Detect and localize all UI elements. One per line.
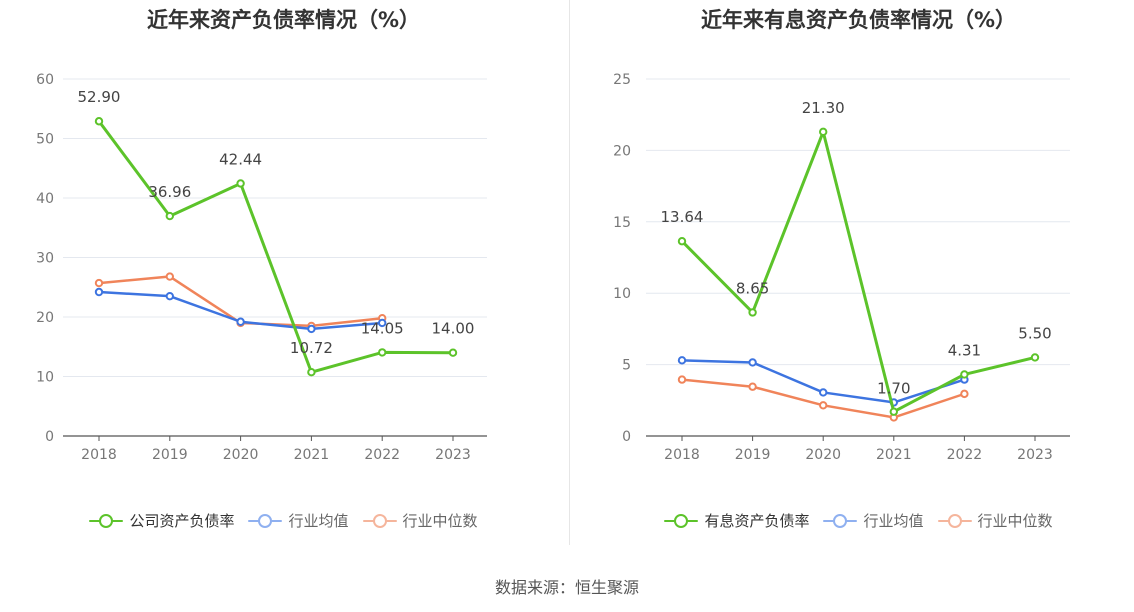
y-tick-label: 20: [36, 310, 54, 326]
legend: 公司资产负债率 行业均值 行业中位数: [0, 510, 567, 531]
data-point: [819, 127, 828, 137]
y-tick-label: 10: [613, 286, 631, 302]
legend-swatch-icon: [89, 513, 124, 529]
legend-swatch-icon: [823, 513, 858, 529]
data-point: [307, 368, 316, 377]
chart-panel-left: 近年来资产负债率情况（%） 0 10 20 30 40 50 60 2018 2019 2020 2…: [0, 0, 567, 545]
data-label: 36.96: [148, 183, 191, 201]
legend-label: 行业中位数: [977, 512, 1053, 530]
y-tick-label: 30: [36, 251, 54, 267]
x-tick-label: 2018: [81, 447, 117, 463]
legend-item-industry-median[interactable]: 行业中位数: [937, 510, 1053, 531]
data-point: [748, 382, 757, 391]
x-tick-label: 2023: [435, 447, 471, 463]
data-point: [677, 375, 687, 384]
legend-label: 有息资产负债率: [704, 512, 810, 530]
y-tick-label: 20: [613, 143, 631, 159]
data-point: [307, 324, 316, 334]
data-label: 21.30: [802, 99, 845, 117]
y-tick-label: 50: [36, 132, 54, 148]
chart-plot: 0 10 20 30 40 50 60 2018 2019 2020 2021 2022 2023 52.…: [36, 72, 487, 463]
legend-label: 行业中位数: [402, 512, 478, 530]
chart-panel-right: 近年来有息资产负债率情况（%） 0 5 10 15 20 25 2018 2019 2020 20…: [583, 0, 1134, 545]
data-source-note: 数据来源：恒生聚源: [494, 578, 639, 597]
data-label: 10.72: [290, 339, 333, 357]
y-tick-label: 60: [36, 72, 54, 88]
chart-title: 近年来有息资产负债率情况（%）: [700, 8, 1017, 32]
data-point: [165, 272, 175, 281]
legend: 有息资产负债率 行业均值 行业中位数: [583, 510, 1134, 531]
y-tick-label: 15: [613, 215, 631, 231]
data-point: [236, 179, 245, 188]
data-point: [378, 348, 387, 357]
legend-item-industry-median[interactable]: 行业中位数: [362, 510, 478, 531]
chart-plot: 0 5 10 15 20 25 2018 2019 2020 2021 2022 2023 13.64 8…: [613, 72, 1070, 463]
data-point: [165, 211, 175, 221]
data-label: 4.31: [948, 341, 981, 359]
data-label: 1.70: [877, 380, 910, 398]
x-tick-label: 2020: [223, 447, 259, 463]
data-point: [448, 348, 458, 357]
y-tick-label: 25: [613, 72, 631, 88]
x-tick-label: 2022: [947, 447, 983, 463]
data-point: [819, 388, 828, 397]
data-point: [960, 370, 969, 379]
data-point: [94, 278, 104, 288]
x-tick-label: 2022: [364, 447, 400, 463]
legend-swatch-icon: [362, 513, 397, 529]
data-point: [1030, 353, 1040, 362]
x-tick-label: 2019: [735, 447, 771, 463]
data-point: [819, 401, 828, 410]
y-tick-label: 0: [622, 429, 631, 445]
x-tick-label: 2019: [152, 447, 188, 463]
legend-item-industry-mean[interactable]: 行业均值: [823, 510, 924, 531]
x-tick-label: 2018: [664, 447, 700, 463]
legend-item-industry-mean[interactable]: 行业均值: [248, 510, 349, 531]
x-tick-label: 2021: [294, 447, 330, 463]
data-point: [94, 287, 104, 297]
legend-label: 行业均值: [863, 512, 924, 530]
data-point: [748, 308, 757, 317]
data-label: 13.64: [661, 208, 704, 226]
legend-label: 公司资产负债率: [129, 512, 235, 530]
data-label: 52.90: [78, 88, 121, 106]
y-tick-label: 0: [45, 429, 54, 445]
data-point: [748, 358, 757, 367]
data-label: 5.50: [1018, 324, 1051, 342]
x-tick-label: 2023: [1017, 447, 1053, 463]
data-point: [165, 291, 175, 301]
chart-title: 近年来资产负债率情况（%）: [146, 8, 421, 32]
data-label: 42.44: [219, 150, 262, 168]
legend-item-company[interactable]: 公司资产负债率: [89, 510, 234, 531]
legend-item-company[interactable]: 有息资产负债率: [664, 510, 809, 531]
x-tick-label: 2020: [805, 447, 841, 463]
data-point: [236, 317, 245, 326]
panel-divider: [569, 0, 570, 545]
y-tick-label: 10: [36, 370, 54, 386]
data-label: 14.05: [361, 319, 404, 337]
legend-swatch-icon: [248, 513, 283, 529]
legend-swatch-icon: [937, 513, 972, 529]
legend-swatch-icon: [664, 513, 699, 529]
data-point: [677, 356, 687, 365]
data-point: [94, 117, 104, 126]
series-line-2: [681, 378, 965, 419]
x-tick-label: 2021: [876, 447, 912, 463]
data-label: 8.65: [736, 279, 769, 297]
data-point: [960, 389, 969, 399]
series-line-0: [97, 120, 454, 374]
data-point: [677, 237, 687, 246]
data-point: [889, 407, 898, 416]
legend-label: 行业均值: [288, 512, 349, 530]
series-line-0: [680, 130, 1036, 414]
data-label: 14.00: [432, 320, 475, 338]
y-tick-label: 5: [622, 358, 631, 374]
y-tick-label: 40: [36, 191, 54, 207]
data-point: [378, 318, 387, 328]
